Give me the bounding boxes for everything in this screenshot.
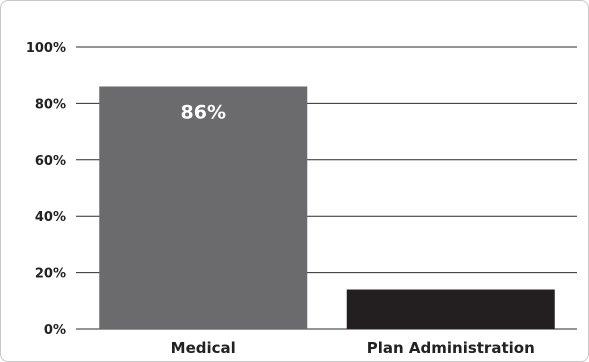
y-tick-label: 0% bbox=[44, 323, 66, 338]
y-tick-label: 40% bbox=[35, 210, 66, 225]
bar-plan-administration bbox=[346, 289, 555, 329]
y-tick-label: 20% bbox=[35, 267, 66, 282]
x-category-label: Plan Administration bbox=[367, 339, 535, 357]
y-tick-label: 100% bbox=[26, 41, 66, 56]
y-axis-tick-labels: 0% 20% 40% 60% 80% 100% bbox=[26, 41, 66, 338]
y-tick-label: 80% bbox=[35, 97, 66, 112]
bar-medical bbox=[99, 86, 308, 329]
data-labels: 86% bbox=[181, 101, 226, 123]
data-label: 86% bbox=[181, 101, 226, 123]
x-category-label: Medical bbox=[171, 339, 236, 357]
bars bbox=[99, 86, 555, 329]
y-tick-label: 60% bbox=[35, 154, 66, 169]
x-axis-category-labels: Medical Plan Administration bbox=[171, 339, 535, 357]
